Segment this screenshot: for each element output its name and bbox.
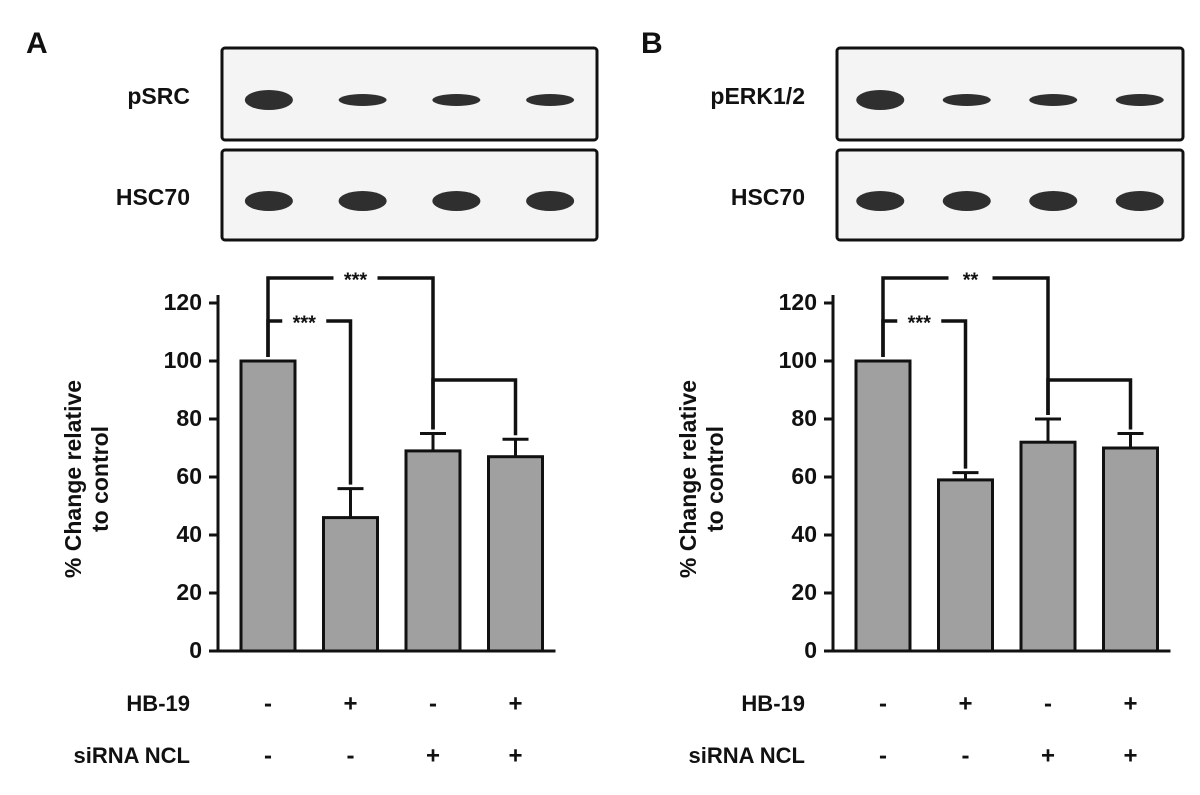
blot-band [526,191,575,211]
blot-band [244,191,293,211]
condition-value: + [508,690,522,717]
significance-bracket [1046,378,1133,430]
condition-name: siRNA NCL [688,743,805,768]
bar [1019,440,1077,653]
condition-value: + [958,690,972,717]
label-bg [333,270,378,286]
condition-value: + [508,742,522,769]
condition-value: - [1044,690,1052,717]
significance-bracket [431,378,518,436]
condition-value: - [879,742,887,769]
bar [487,455,544,653]
bar [404,449,462,653]
condition-value: + [1041,742,1055,769]
y-tick-label: 0 [804,637,817,663]
label-bg [282,313,327,329]
y-tick-label: 0 [189,637,202,663]
blot-label: pERK1/2 [710,83,805,109]
blot-band [1029,94,1078,106]
condition-value: + [426,742,440,769]
significance-label: *** [293,312,317,334]
blot-label: pSRC [127,83,190,109]
condition-value: - [347,742,355,769]
significance-label: *** [908,312,932,334]
condition-value: - [429,690,437,717]
blot-label: HSC70 [731,184,805,210]
blot-band [1029,191,1078,211]
condition-value: - [264,742,272,769]
blot-band [1115,94,1164,106]
y-tick-label: 40 [176,521,202,547]
bar [322,516,379,653]
blot-frame [220,148,599,242]
bar [1102,446,1159,653]
y-tick-label: 100 [779,347,817,373]
condition-value: + [343,690,357,717]
y-tick-label: 120 [779,289,817,315]
blot-band [526,94,575,106]
y-tick-label: 120 [164,289,202,315]
bar [854,359,912,653]
label-bg [897,313,942,329]
significance-label: *** [344,269,368,291]
y-axis-label: % Change relative [675,380,701,578]
y-axis-label: to control [702,426,728,532]
label-bg [948,270,993,286]
blot-label: HSC70 [116,184,190,210]
condition-name: HB-19 [126,691,190,716]
blot-band [244,90,293,110]
condition-value: - [962,742,970,769]
blot-band [338,191,387,211]
blot-band [338,94,387,106]
y-axis-label: % Change relative [60,380,86,578]
y-tick-label: 20 [791,579,817,605]
condition-name: HB-19 [741,691,805,716]
bar [937,478,994,653]
panel-label: A [26,27,48,60]
blot-band [856,191,905,211]
condition-value: + [1123,690,1137,717]
panel-label: B [641,27,663,60]
blot-band [856,90,905,110]
y-tick-label: 40 [791,521,817,547]
blot-frame [220,46,599,142]
y-axis-label: to control [87,426,113,532]
blot-band [432,94,481,106]
y-tick-label: 100 [164,347,202,373]
blot-frame [835,46,1185,142]
y-tick-label: 80 [791,405,817,431]
condition-name: siRNA NCL [73,743,190,768]
condition-value: + [1123,742,1137,769]
y-tick-label: 60 [176,463,202,489]
blot-band [942,94,991,106]
blot-frame [835,148,1185,242]
blot-band [942,191,991,211]
y-tick-label: 80 [176,405,202,431]
condition-value: - [264,690,272,717]
condition-value: - [879,690,887,717]
y-tick-label: 20 [176,579,202,605]
blot-band [432,191,481,211]
y-tick-label: 60 [791,463,817,489]
bar [239,359,297,653]
significance-label: ** [963,269,979,291]
blot-band [1115,191,1164,211]
